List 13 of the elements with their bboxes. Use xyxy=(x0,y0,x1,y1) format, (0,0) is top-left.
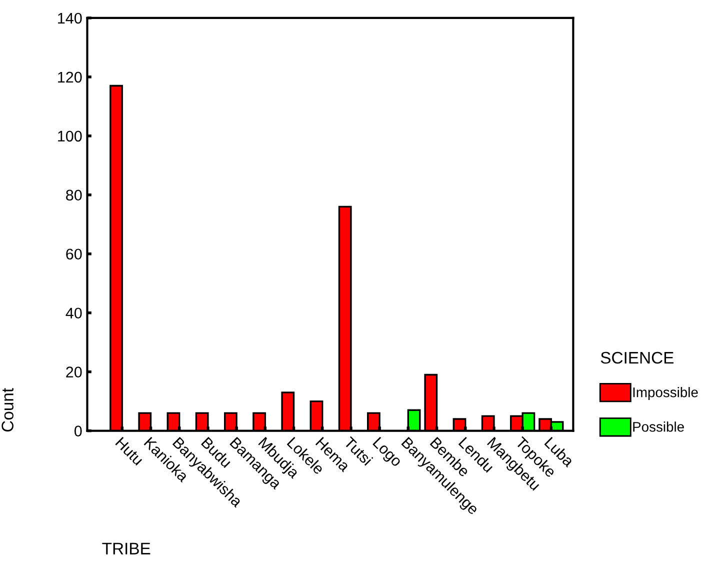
legend-label: Possible xyxy=(633,422,684,432)
y-tick-label: 40 xyxy=(66,308,82,319)
y-tick-label: 140 xyxy=(58,12,82,24)
y-axis-title: Count xyxy=(2,388,14,432)
x-axis-title: TRIBE xyxy=(102,542,150,554)
y-tick-label: 80 xyxy=(66,190,82,201)
legend-label: Impossible xyxy=(633,387,698,400)
y-tick-label: 0 xyxy=(74,426,82,436)
y-tick-label: 100 xyxy=(58,130,82,142)
y-tick-label: 120 xyxy=(58,72,82,83)
y-tick-label: 60 xyxy=(66,248,82,260)
y-tick-label: 20 xyxy=(66,366,82,378)
legend-title: SCIENCE xyxy=(600,352,674,364)
